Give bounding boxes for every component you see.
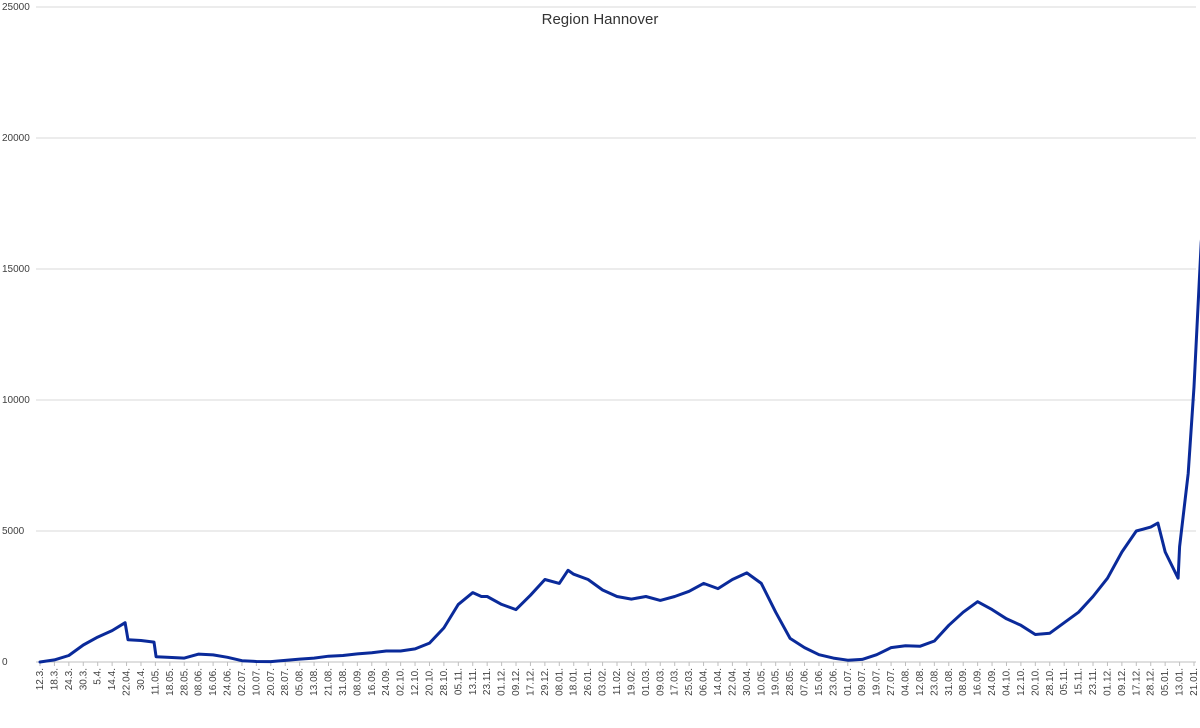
x-tick-label: 15.06.	[814, 668, 825, 696]
x-tick-label: 08.01.	[554, 668, 565, 696]
x-tick-label: 29.12.	[540, 668, 551, 696]
x-tick-label: 22.04.	[122, 668, 133, 696]
x-tick-label: 24.3.	[64, 668, 75, 690]
x-tick-label: 23.11.	[482, 668, 493, 695]
x-tick-label: 01.07.	[843, 668, 854, 696]
x-tick-label: 24.09.	[987, 668, 998, 696]
x-tick-label: 20.10.	[1030, 668, 1041, 696]
x-tick-label: 18.3.	[49, 668, 60, 690]
x-tick-label: 20.10.	[424, 668, 435, 696]
y-tick-label: 20000	[2, 133, 30, 144]
x-tick-label: 01.12.	[497, 668, 508, 696]
x-tick-label: 10.07.	[251, 668, 262, 696]
x-tick-label: 25.03.	[684, 668, 695, 696]
x-tick-label: 21.01.	[1189, 668, 1200, 696]
x-tick-label: 09.12.	[1117, 668, 1128, 696]
x-tick-label: 13.08.	[309, 668, 320, 696]
x-tick-label: 23.08.	[929, 668, 940, 696]
x-tick-label: 08.09.	[352, 668, 363, 696]
x-tick-label: 28.07.	[280, 668, 291, 696]
x-tick-label: 21.08.	[324, 668, 335, 696]
y-tick-label: 25000	[2, 2, 30, 13]
x-tick-label: 12.10.	[410, 668, 421, 696]
x-tick-label: 28.10.	[439, 668, 450, 696]
x-tick-label: 01.03.	[641, 668, 652, 696]
x-tick-label: 17.12.	[1131, 668, 1142, 696]
y-tick-label: 15000	[2, 264, 30, 275]
y-axis-ticks: 0 5000 10000 15000 20000 25000	[2, 2, 30, 668]
x-tick-label: 19.07.	[872, 668, 883, 696]
x-tick-label: 16.06.	[208, 668, 219, 696]
x-tick-label: 30.04.	[742, 668, 753, 696]
x-tick-label: 09.12.	[511, 668, 522, 696]
x-tick-label: 18.05.	[165, 668, 176, 696]
x-tick-label: 20.07.	[266, 668, 277, 696]
x-tick-label: 11.02.	[612, 668, 623, 695]
x-tick-label: 19.05.	[771, 668, 782, 696]
x-tick-label: 14.04.	[713, 668, 724, 696]
x-tick-label: 24.09.	[381, 668, 392, 696]
x-tick-label: 14.4.	[107, 668, 118, 690]
x-tick-label: 31.08.	[338, 668, 349, 696]
x-tick-label: 23.06.	[828, 668, 839, 696]
x-tick-label: 15.11.	[1074, 668, 1085, 695]
x-tick-label: 28.05.	[785, 668, 796, 696]
series-line	[38, 239, 1200, 664]
x-tick-label: 08.09.	[958, 668, 969, 696]
x-tick-label: 16.09.	[973, 668, 984, 696]
x-tick-label: 30.3.	[78, 668, 89, 690]
x-tick-label: 02.10.	[396, 668, 407, 696]
x-tick-label: 05.08.	[295, 668, 306, 696]
x-tick-label: 04.10.	[1001, 668, 1012, 696]
chart-title: Region Hannover	[542, 11, 659, 28]
x-tick-label: 02.07.	[237, 668, 248, 696]
x-tick-label: 13.11.	[468, 668, 479, 695]
x-tick-label: 10.05.	[756, 668, 767, 696]
gridlines	[36, 6, 1196, 532]
x-tick-label: 28.10.	[1045, 668, 1056, 696]
series-group	[38, 239, 1200, 664]
x-tick-label: 05.11.	[453, 668, 464, 695]
x-tick-label: 12.10.	[1016, 668, 1027, 696]
x-tick-label: 12.3.	[35, 668, 46, 690]
x-tick-label: 05.11.	[1059, 668, 1070, 695]
x-tick-label: 12.08.	[915, 668, 926, 696]
x-tick-label: 19.02.	[626, 668, 637, 696]
x-tick-label: 11.05.	[150, 668, 161, 695]
x-tick-label: 26.01.	[583, 668, 594, 696]
x-axis-ticks: 12.3. 18.3. 24.3. 30.3. 5.4. 14.4. 22.04. 30.4.…	[35, 662, 1200, 696]
x-tick-label: 04.08.	[901, 668, 912, 696]
x-tick-label: 08.06.	[194, 668, 205, 696]
x-tick-label: 03.02.	[598, 668, 609, 696]
x-tick-label: 22.04.	[727, 668, 738, 696]
x-tick-label: 28.12.	[1146, 668, 1157, 696]
x-tick-label: 28.05.	[179, 668, 190, 696]
y-tick-label: 5000	[2, 526, 25, 537]
x-tick-label: 24.06.	[223, 668, 234, 696]
x-tick-label: 31.08.	[944, 668, 955, 696]
y-tick-label: 0	[2, 657, 8, 668]
x-tick-label: 27.07.	[886, 668, 897, 696]
y-tick-label: 10000	[2, 395, 30, 406]
x-tick-label: 09.03.	[655, 668, 666, 696]
x-tick-label: 30.4.	[136, 668, 147, 690]
x-tick-label: 09.07.	[857, 668, 868, 696]
x-tick-label: 18.01.	[569, 668, 580, 696]
x-tick-label: 01.12.	[1102, 668, 1113, 696]
x-tick-label: 06.04.	[699, 668, 710, 696]
x-tick-label: 07.06.	[800, 668, 811, 696]
x-tick-label: 17.12.	[525, 668, 536, 696]
x-tick-label: 23.11.	[1088, 668, 1099, 695]
x-tick-label: 05.01.	[1160, 668, 1171, 696]
x-tick-label: 16.09.	[367, 668, 378, 696]
x-tick-label: 13.01.	[1175, 668, 1186, 696]
x-tick-label: 5.4.	[93, 668, 104, 685]
x-tick-label: 17.03.	[670, 668, 681, 696]
